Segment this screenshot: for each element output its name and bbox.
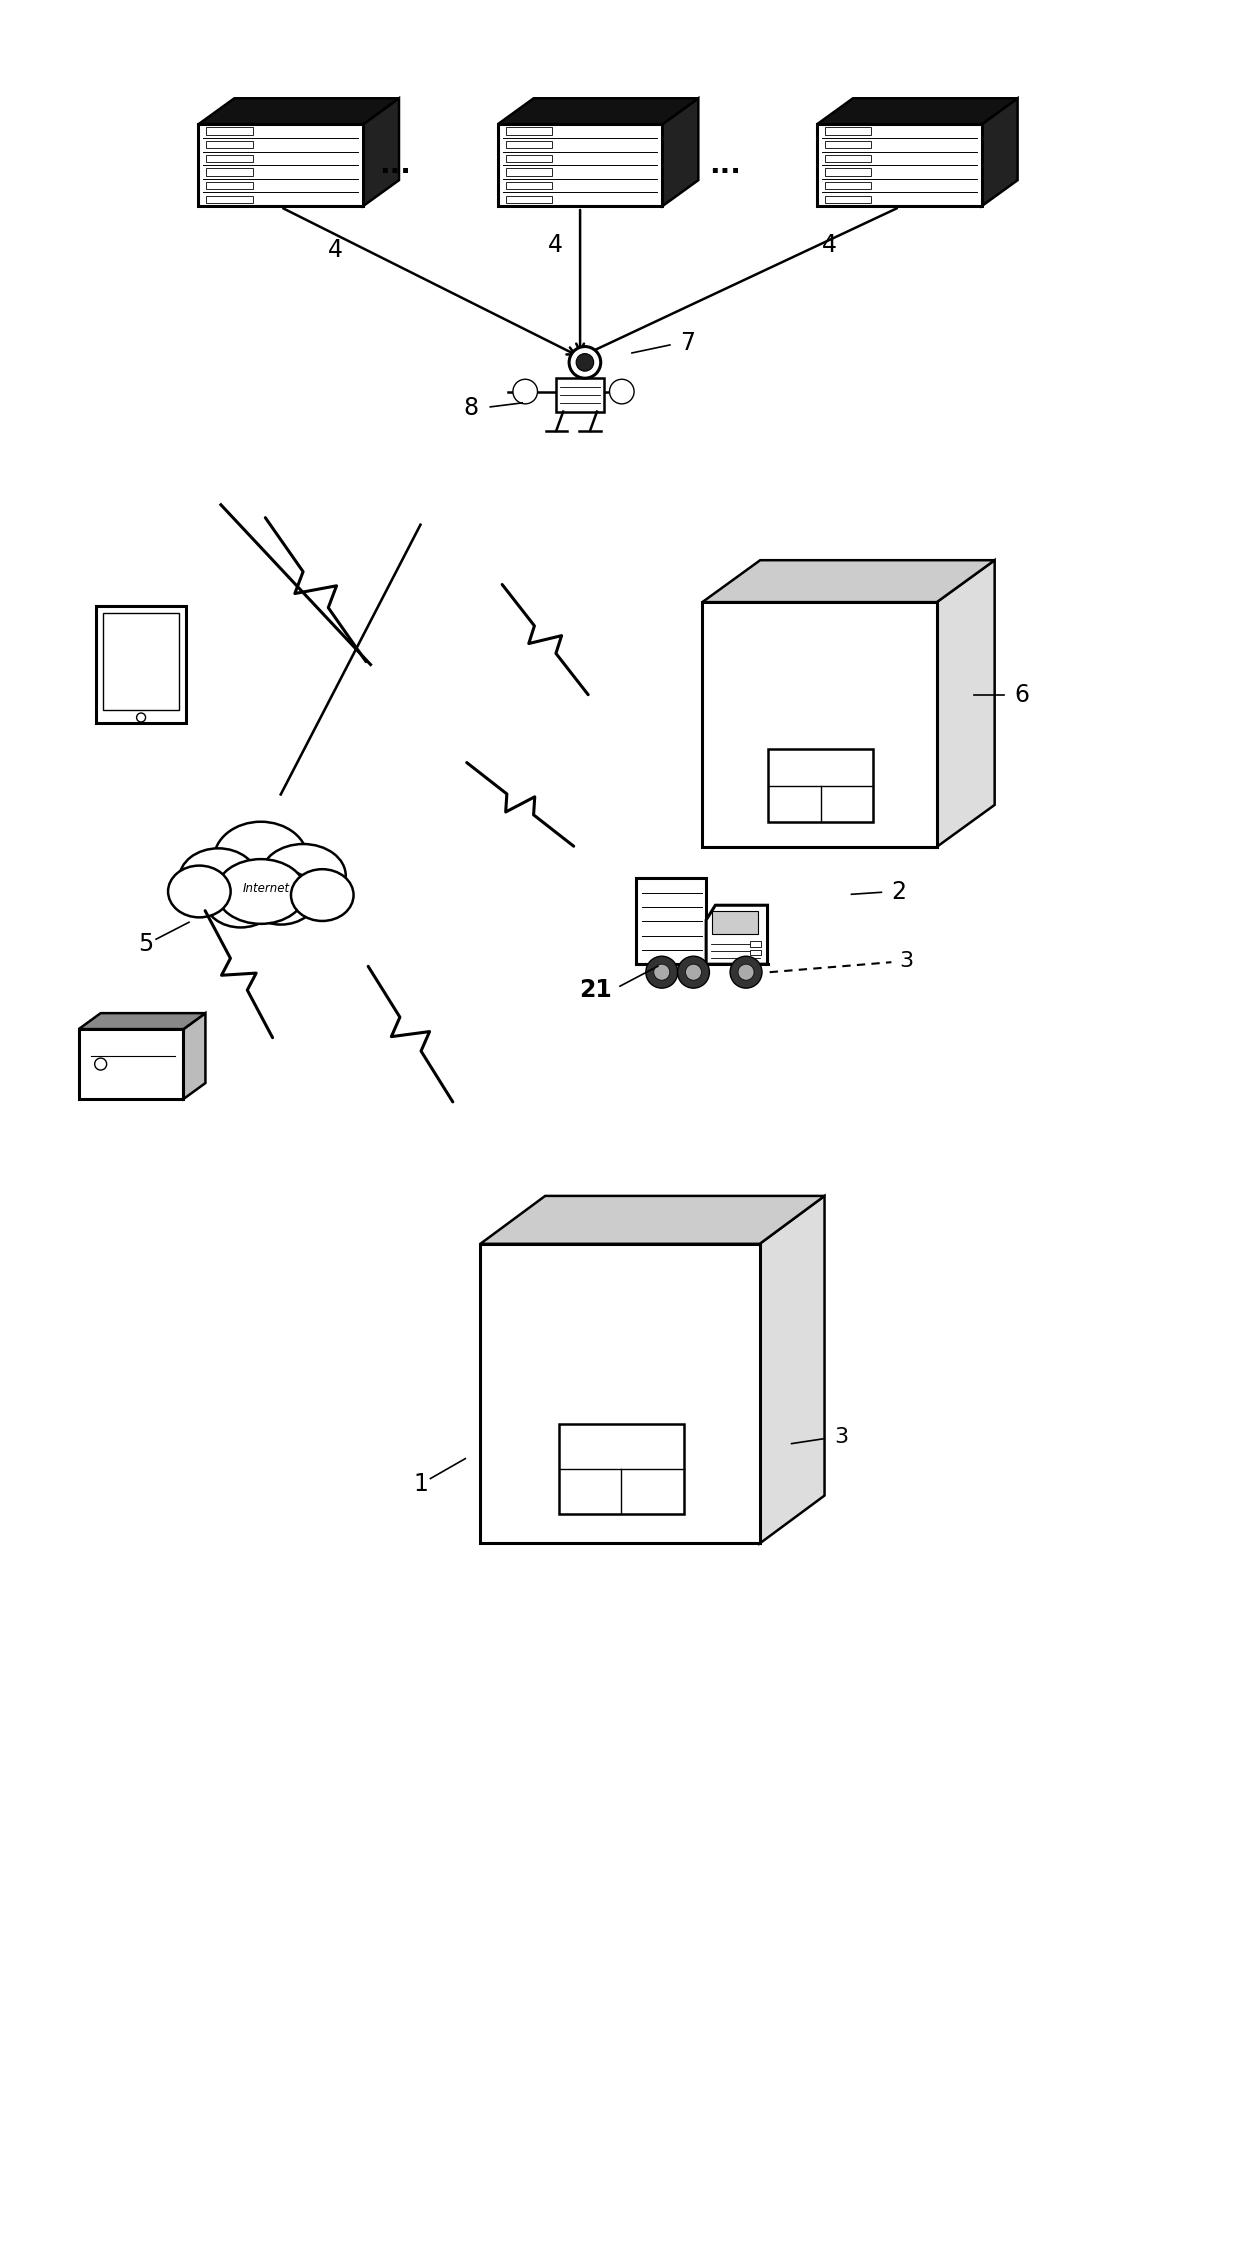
Bar [506, 182, 552, 188]
Bar [750, 949, 761, 956]
Polygon shape [198, 123, 363, 206]
Text: 6: 6 [1014, 682, 1029, 707]
Bar [825, 168, 872, 175]
Text: 2: 2 [892, 880, 906, 904]
Polygon shape [480, 1243, 760, 1544]
Ellipse shape [216, 859, 305, 925]
Circle shape [94, 1059, 107, 1070]
Bar [206, 182, 253, 188]
Ellipse shape [213, 821, 308, 898]
Circle shape [653, 965, 670, 981]
Ellipse shape [169, 866, 231, 918]
Text: 3: 3 [835, 1427, 848, 1447]
Text: 4: 4 [548, 233, 563, 258]
Text: ...: ... [379, 150, 412, 180]
Bar [97, 606, 186, 723]
Ellipse shape [205, 873, 277, 927]
Bar [750, 940, 761, 947]
Text: 7: 7 [680, 330, 694, 355]
Bar [506, 195, 552, 202]
Bar [768, 749, 873, 821]
Bar [506, 168, 552, 175]
Circle shape [730, 956, 763, 987]
Polygon shape [497, 99, 698, 123]
Bar [558, 1423, 684, 1512]
Bar [206, 168, 253, 175]
Ellipse shape [260, 844, 346, 907]
Text: 4: 4 [822, 233, 837, 258]
Circle shape [513, 379, 537, 404]
Text: 8: 8 [464, 395, 479, 420]
Polygon shape [706, 904, 768, 965]
Bar [206, 128, 253, 135]
Polygon shape [78, 1030, 184, 1100]
Bar [825, 128, 872, 135]
Polygon shape [936, 561, 994, 846]
Bar [825, 195, 872, 202]
Bar [103, 613, 179, 709]
Text: 3: 3 [899, 951, 914, 972]
Bar [206, 141, 253, 148]
Circle shape [677, 956, 709, 987]
Bar [206, 195, 253, 202]
Polygon shape [702, 601, 936, 846]
Text: 5: 5 [139, 931, 154, 956]
Text: 4: 4 [329, 238, 343, 263]
Circle shape [569, 346, 600, 379]
Polygon shape [982, 99, 1018, 206]
Ellipse shape [291, 868, 353, 920]
Ellipse shape [246, 871, 316, 925]
Circle shape [136, 714, 145, 723]
Bar [825, 141, 872, 148]
Text: 1: 1 [413, 1472, 428, 1495]
Polygon shape [702, 561, 994, 601]
Bar [825, 155, 872, 162]
Polygon shape [817, 99, 1018, 123]
Text: ...: ... [709, 150, 740, 180]
Circle shape [577, 355, 594, 370]
Ellipse shape [180, 848, 258, 909]
Polygon shape [760, 1196, 825, 1544]
Polygon shape [198, 99, 399, 123]
Text: 21: 21 [579, 978, 613, 1003]
Polygon shape [817, 123, 982, 206]
Polygon shape [480, 1196, 825, 1243]
Text: Internet: Internet [242, 882, 289, 895]
Circle shape [646, 956, 678, 987]
Polygon shape [363, 99, 399, 206]
Polygon shape [662, 99, 698, 206]
Polygon shape [78, 1012, 206, 1030]
Bar [506, 128, 552, 135]
Circle shape [738, 965, 754, 981]
Bar [506, 155, 552, 162]
Polygon shape [497, 123, 662, 206]
Polygon shape [636, 877, 706, 965]
Polygon shape [712, 911, 759, 934]
Bar [825, 182, 872, 188]
Circle shape [686, 965, 702, 981]
Bar [506, 141, 552, 148]
Circle shape [610, 379, 634, 404]
Bar [556, 379, 604, 411]
Bar [206, 155, 253, 162]
Polygon shape [184, 1012, 206, 1100]
